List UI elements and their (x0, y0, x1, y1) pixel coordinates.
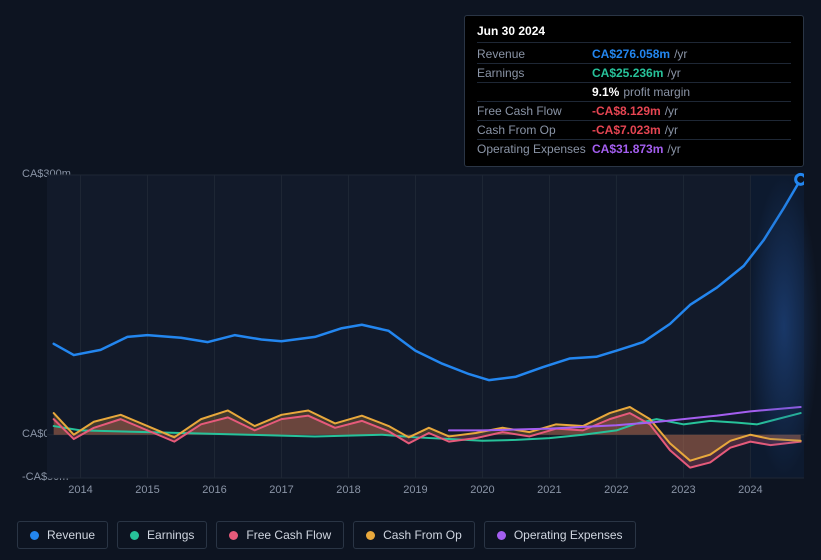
x-axis-tick: 2021 (537, 484, 561, 496)
tooltip-row: RevenueCA$276.058m/yr (477, 42, 791, 63)
legend-label: Earnings (147, 528, 194, 542)
legend-dot-icon (366, 531, 375, 540)
tooltip-row-value: -CA$8.129m (592, 104, 661, 118)
chart-svg (17, 160, 804, 500)
legend-dot-icon (229, 531, 238, 540)
x-axis-tick: 2023 (671, 484, 695, 496)
x-axis-tick: 2016 (202, 484, 226, 496)
tooltip-row-suffix: /yr (667, 66, 680, 80)
tooltip-row-suffix: profit margin (623, 85, 690, 99)
x-axis-labels: 2014 2015 2016 2017 2018 2019 2020 2021 2022 2023… (47, 484, 804, 500)
x-axis-tick: 2018 (336, 484, 360, 496)
tooltip-row-label: Free Cash Flow (477, 104, 592, 118)
tooltip-row-label: Earnings (477, 66, 592, 80)
legend-label: Cash From Op (383, 528, 462, 542)
tooltip-date: Jun 30 2024 (477, 24, 791, 38)
financials-chart-widget: { "tooltip": { "date": "Jun 30 2024", "r… (0, 0, 821, 560)
tooltip-row-label: Cash From Op (477, 123, 592, 137)
tooltip-row-suffix: /yr (667, 142, 680, 156)
tooltip-row: 9.1% profit margin (477, 82, 791, 101)
tooltip-row-label: Operating Expenses (477, 142, 592, 156)
tooltip-row-label: Revenue (477, 47, 592, 61)
tooltip-row-suffix: /yr (665, 123, 678, 137)
tooltip-row-value: CA$31.873m (592, 142, 663, 156)
x-axis-tick: 2024 (738, 484, 762, 496)
x-axis-tick: 2020 (470, 484, 494, 496)
x-axis-tick: 2015 (135, 484, 159, 496)
legend-dot-icon (497, 531, 506, 540)
legend-item-earnings[interactable]: Earnings (117, 521, 207, 549)
tooltip-row: Operating ExpensesCA$31.873m/yr (477, 139, 791, 158)
legend-dot-icon (130, 531, 139, 540)
legend-item-revenue[interactable]: Revenue (17, 521, 108, 549)
legend-item-opex[interactable]: Operating Expenses (484, 521, 636, 549)
tooltip-row: Free Cash Flow-CA$8.129m/yr (477, 101, 791, 120)
tooltip-row-value: 9.1% (592, 85, 619, 99)
tooltip-row-label (477, 85, 592, 99)
tooltip-row-suffix: /yr (665, 104, 678, 118)
legend-label: Revenue (47, 528, 95, 542)
legend-label: Free Cash Flow (246, 528, 331, 542)
chart-plot-area[interactable] (17, 160, 804, 500)
tooltip-row-suffix: /yr (674, 47, 687, 61)
legend-item-cfo[interactable]: Cash From Op (353, 521, 475, 549)
hover-highlight-band (749, 175, 819, 478)
x-axis-tick: 2014 (68, 484, 92, 496)
legend: Revenue Earnings Free Cash Flow Cash From O… (17, 521, 636, 549)
tooltip-row-value: CA$25.236m (592, 66, 663, 80)
tooltip-row: EarningsCA$25.236m/yr (477, 63, 791, 82)
x-axis-tick: 2019 (403, 484, 427, 496)
tooltip-row-value: CA$276.058m (592, 47, 670, 61)
point-tooltip: Jun 30 2024 RevenueCA$276.058m/yrEarning… (464, 15, 804, 167)
legend-label: Operating Expenses (514, 528, 623, 542)
x-axis-tick: 2022 (604, 484, 628, 496)
legend-dot-icon (30, 531, 39, 540)
tooltip-row-value: -CA$7.023m (592, 123, 661, 137)
tooltip-row: Cash From Op-CA$7.023m/yr (477, 120, 791, 139)
x-axis-tick: 2017 (269, 484, 293, 496)
tooltip-rows: RevenueCA$276.058m/yrEarningsCA$25.236m/… (477, 42, 791, 158)
legend-item-fcf[interactable]: Free Cash Flow (216, 521, 344, 549)
